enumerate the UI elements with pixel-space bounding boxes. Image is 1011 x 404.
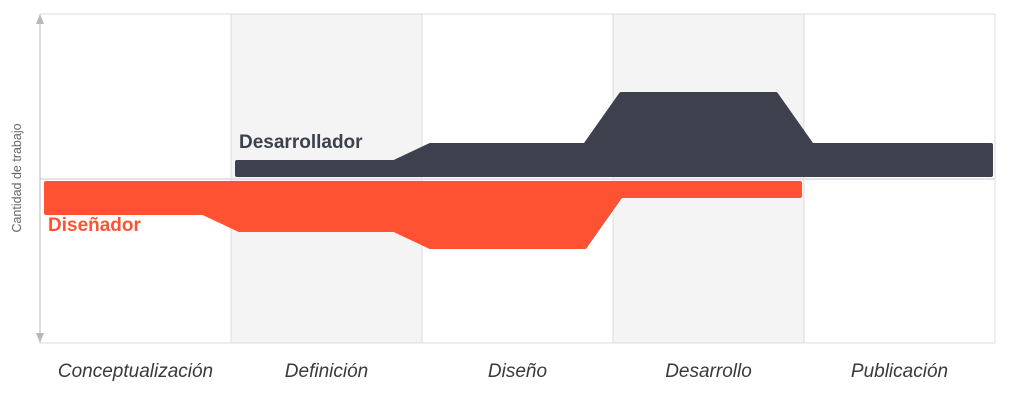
series-label: Diseñador	[48, 215, 142, 236]
x-tick-label: Diseño	[488, 361, 547, 382]
x-tick-label: Desarrollo	[665, 361, 752, 382]
x-tick-label: Publicación	[851, 361, 948, 382]
y-axis-arrow-down-icon	[36, 333, 44, 343]
series-label: Desarrollador	[239, 132, 363, 153]
series-area-diseñador	[44, 181, 802, 249]
x-tick-label: Conceptualización	[58, 361, 213, 382]
series-area-desarrollador	[235, 92, 993, 177]
x-tick-label: Definición	[285, 361, 368, 382]
y-axis-arrow-up-icon	[36, 14, 44, 24]
y-axis-label: Cantidad de trabajo	[10, 123, 24, 232]
